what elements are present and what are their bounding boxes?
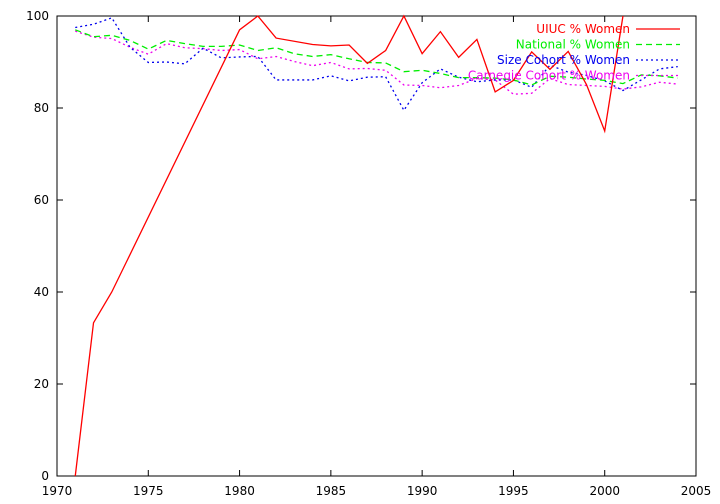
y-tick-label: 0 [41,469,49,483]
x-tick-label: 2005 [681,484,712,498]
legend-label-size-cohort-women: Size Cohort % Women [497,53,630,67]
x-tick-label: 1995 [498,484,529,498]
y-tick-label: 80 [34,101,49,115]
x-tick-label: 1975 [133,484,164,498]
series-line-size-cohort-women [75,17,678,112]
x-tick-label: 2000 [589,484,620,498]
y-tick-label: 20 [34,377,49,391]
y-tick-label: 40 [34,285,49,299]
x-tick-label: 1970 [42,484,73,498]
x-tick-label: 1980 [224,484,255,498]
legend-label-uiuc-women: UIUC % Women [536,22,630,36]
series-line-uiuc-women [74,14,624,477]
y-tick-label: 100 [26,9,49,23]
series-line-national-women [75,29,678,86]
x-tick-label: 1990 [407,484,438,498]
legend-label-carnegie-cohort-women: Carnegie Cohort % Women [468,69,630,83]
legend-label-national-women: National % Women [516,38,630,52]
plot-frame [56,15,697,477]
y-tick-label: 60 [34,193,49,207]
x-tick-label: 1985 [316,484,347,498]
